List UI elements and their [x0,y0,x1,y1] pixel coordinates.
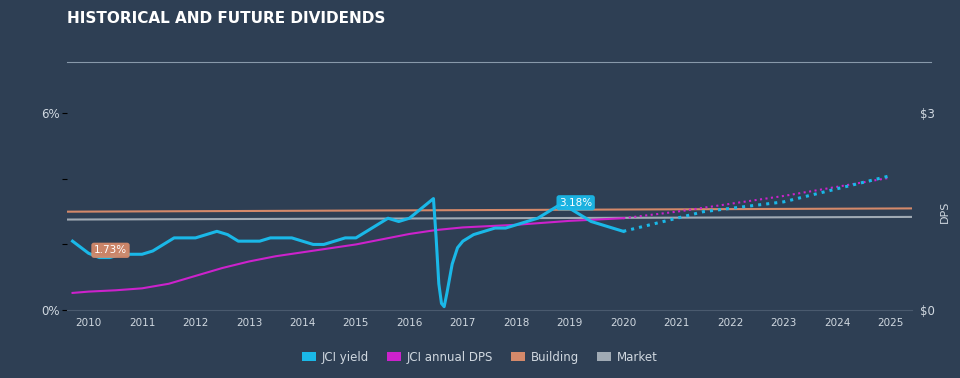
Y-axis label: DPS: DPS [940,200,950,223]
Text: HISTORICAL AND FUTURE DIVIDENDS: HISTORICAL AND FUTURE DIVIDENDS [67,11,386,26]
Legend: JCI yield, JCI annual DPS, Building, Market: JCI yield, JCI annual DPS, Building, Mar… [298,346,662,368]
Text: 1.73%: 1.73% [94,245,127,255]
Text: 3.18%: 3.18% [559,198,592,208]
